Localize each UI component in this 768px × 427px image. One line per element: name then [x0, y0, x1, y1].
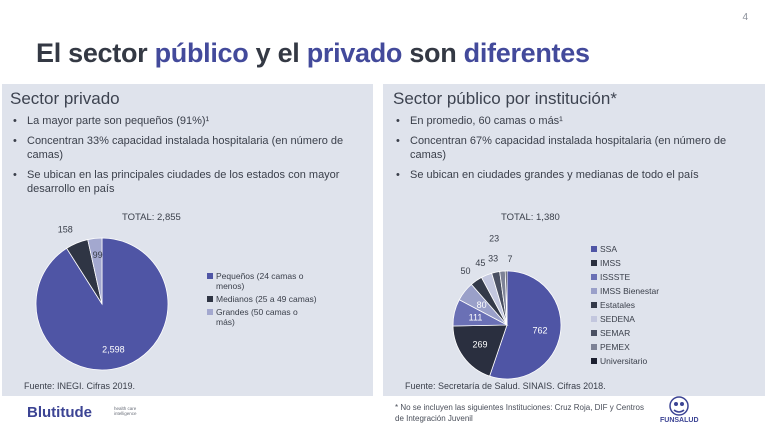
legend-label: Universitario — [600, 356, 648, 366]
slide-number: 4 — [742, 12, 748, 23]
legend-label: SEMAR — [600, 328, 631, 338]
title-part: y el — [248, 38, 307, 68]
legend-item: IMSS — [591, 258, 701, 268]
legend-item: ISSSTE — [591, 272, 701, 282]
data-label: 50 — [460, 266, 470, 276]
slide-title: El sector público y el privado son difer… — [36, 38, 590, 69]
data-label: 80 — [477, 300, 487, 310]
data-label: 762 — [533, 325, 548, 335]
funsalud-logo: FUNSALUD — [660, 417, 699, 424]
chart-total-label: TOTAL: 1,380 — [501, 212, 560, 223]
legend-swatch — [591, 302, 597, 308]
legend-swatch — [591, 344, 597, 350]
legend-item: SEMAR — [591, 328, 701, 338]
legend-item: SSA — [591, 244, 701, 254]
legend-swatch — [591, 274, 597, 280]
pie-slice — [87, 237, 103, 305]
legend-label: Grandes (50 camas o más) — [216, 307, 298, 327]
legend-label: Medianos (25 a 49 camas) — [216, 294, 317, 304]
title-part: El sector — [36, 38, 155, 68]
data-label: 2,598 — [102, 344, 125, 354]
legend-swatch — [591, 330, 597, 336]
bullet-list: La mayor parte son pequeños (91%)¹ Conce… — [10, 114, 360, 202]
bullet-item: En promedio, 60 camas o más¹ — [393, 114, 758, 128]
data-label: 7 — [507, 254, 512, 264]
legend-label: SSA — [600, 244, 618, 254]
private-pie-legend: Pequeños (24 camas o menos) Medianos (25 … — [207, 271, 317, 330]
legend-swatch — [591, 288, 597, 294]
legend-label: SEDENA — [600, 314, 635, 324]
legend-swatch — [207, 273, 213, 279]
data-label: 111 — [469, 312, 483, 322]
source-note: Fuente: Secretaría de Salud. SINAIS. Cif… — [405, 381, 606, 391]
title-part: son — [402, 38, 464, 68]
legend-item: Universitario — [591, 356, 701, 366]
private-sector-panel: Sector privado La mayor parte son pequeñ… — [2, 84, 373, 396]
legend-item: Medianos (25 a 49 camas) — [207, 294, 317, 304]
data-label: 23 — [489, 233, 499, 243]
legend-label: PEMEX — [600, 342, 630, 352]
public-pie-chart: 762 269 111 80 50 45 33 23 7 — [452, 233, 562, 380]
funsalud-emblem-icon — [669, 396, 689, 416]
source-note: Fuente: INEGI. Cifras 2019. — [24, 381, 136, 391]
legend-label: Pequeños (24 camas o menos) — [216, 271, 304, 291]
legend-item: Pequeños (24 camas o menos) — [207, 271, 317, 291]
private-pie-chart: 2,598 158 99 — [35, 225, 169, 371]
title-part-highlight: público — [154, 38, 249, 68]
data-label: 99 — [93, 250, 103, 260]
legend-label: IMSS — [600, 258, 621, 268]
public-sector-panel: Sector público por institución* En prome… — [383, 84, 765, 396]
legend-swatch — [207, 309, 213, 315]
bullet-item: Se ubican en las principales ciudades de… — [10, 168, 360, 196]
pie-slice — [452, 324, 508, 377]
legend-label: ISSSTE — [600, 272, 631, 282]
bullet-item: Concentran 33% capacidad instalada hospi… — [10, 134, 360, 162]
legend-swatch — [591, 316, 597, 322]
data-label: 33 — [488, 254, 498, 264]
pie-slice — [489, 270, 562, 380]
legend-label: Estatales — [600, 300, 635, 310]
legend-swatch — [591, 260, 597, 266]
legend-item: IMSS Bienestar — [591, 286, 701, 296]
title-part-highlight: privado — [306, 38, 403, 68]
legend-item: Estatales — [591, 300, 701, 310]
legend-item: SEDENA — [591, 314, 701, 324]
bullet-list: En promedio, 60 camas o más¹ Concentran … — [393, 114, 758, 188]
legend-label: IMSS Bienestar — [600, 286, 660, 296]
bullet-item: La mayor parte son pequeños (91%)¹ — [10, 114, 360, 128]
pie-slice — [504, 270, 508, 326]
bullet-item: Se ubican en ciudades grandes y medianas… — [393, 168, 758, 182]
legend-swatch — [591, 358, 597, 364]
footnote: * No se incluyen las siguientes Instituc… — [395, 403, 644, 423]
panel-title: Sector privado — [10, 89, 120, 108]
legend-item: PEMEX — [591, 342, 701, 352]
legend-item: Grandes (50 camas o más) — [207, 307, 317, 327]
panel-title: Sector público por institución* — [393, 89, 617, 108]
title-part-highlight: diferentes — [463, 38, 590, 68]
chart-total-label: TOTAL: 2,855 — [122, 212, 181, 223]
data-label: 158 — [58, 225, 73, 235]
blutitude-logo: Blutitude — [27, 404, 92, 421]
legend-swatch — [207, 296, 213, 302]
bullet-item: Concentran 67% capacidad instalada hospi… — [393, 134, 758, 162]
logo-tagline: health care intelligence — [114, 406, 137, 416]
public-pie-legend: SSA IMSS ISSSTE IMSS Bienestar Estatales SEDE… — [591, 244, 701, 370]
legend-swatch — [591, 246, 597, 252]
data-label: 269 — [472, 340, 487, 350]
data-label: 45 — [475, 258, 485, 268]
